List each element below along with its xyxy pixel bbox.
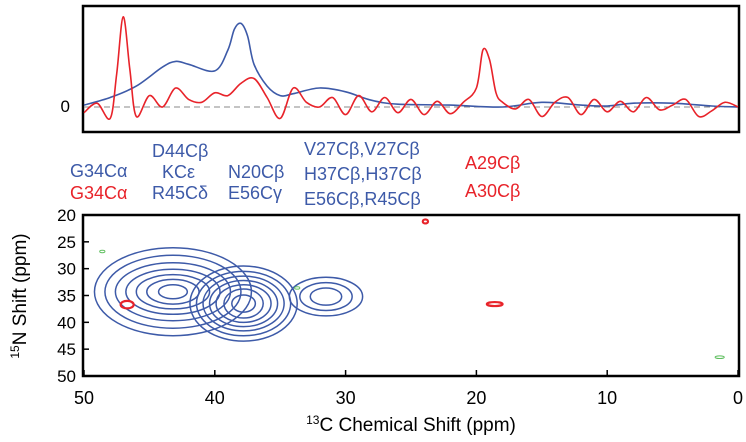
- annotation-a30: A30Cβ: [465, 181, 521, 201]
- annotation-g34-blue: G34Cα: [70, 161, 128, 181]
- blue-contour-level: [223, 288, 264, 319]
- x-tick-label: 30: [336, 388, 356, 408]
- contour-panel: 50 40 30 20 10 0 20 25 30 35 40 45 50 13C Chemical …: [8, 206, 743, 436]
- annotation-e56b: E56Cβ,R45Cβ: [304, 189, 421, 209]
- red-contour-peak: [421, 218, 430, 225]
- y-axis-label-text: N Shift (ppm): [10, 233, 31, 345]
- blue-contour-level: [135, 273, 211, 310]
- blue-contour-level: [157, 284, 189, 300]
- y-axis-ticks: 20 25 30 35 40 45 50: [57, 206, 89, 386]
- green-contour-peak: [714, 355, 725, 360]
- y-axis-label: 15N Shift (ppm): [8, 233, 31, 358]
- blue-contour-level: [208, 279, 279, 328]
- contour-panel-frame: [81, 213, 741, 378]
- annotation-d44: D44Cβ: [152, 141, 209, 161]
- y-tick-label: 40: [57, 313, 76, 332]
- contour-peaks: [93, 218, 725, 360]
- y-axis-label-sup: 15: [8, 345, 22, 359]
- blue-contour-level: [93, 246, 253, 337]
- slice-panel-frame: [81, 4, 741, 134]
- annotation-kce: KCε: [162, 162, 196, 182]
- blue-contour-level: [202, 275, 285, 332]
- x-axis-ticks: 50 40 30 20 10 0: [74, 370, 743, 408]
- blue-contour-level: [309, 287, 343, 306]
- blue-contour-level: [125, 268, 221, 316]
- y-tick-label: 20: [57, 206, 76, 225]
- y-tick-label: 45: [57, 340, 76, 359]
- blue-slice-line: [83, 22, 739, 108]
- x-tick-label: 0: [733, 388, 743, 408]
- x-axis-label: 13C Chemical Shift (ppm): [306, 413, 516, 436]
- y-tick-label: 30: [57, 260, 76, 279]
- green-contour-peak: [294, 286, 301, 290]
- annotation-h37: H37Cβ,H37Cβ: [304, 164, 422, 184]
- x-axis-label-sup: 13: [306, 413, 320, 427]
- x-axis-label-text: C Chemical Shift (ppm): [319, 415, 515, 436]
- blue-contour-level: [195, 270, 292, 337]
- blue-contour-level: [215, 284, 272, 324]
- green-contour-peak: [99, 249, 106, 254]
- y-tick-label: 25: [57, 233, 76, 252]
- blue-contour-level: [189, 265, 298, 342]
- blue-contour-level: [288, 276, 364, 317]
- x-tick-label: 40: [205, 388, 225, 408]
- annotation-g34-red: G34Cα: [70, 183, 128, 203]
- annotation-n20: N20Cβ: [228, 162, 285, 182]
- annotation-r45d: R45Cδ: [152, 183, 209, 203]
- blue-contour-level: [114, 262, 232, 322]
- annotation-v27: V27Cβ,V27Cβ: [304, 139, 420, 159]
- slice-panel: 0: [61, 4, 741, 134]
- blue-contour-level: [231, 294, 257, 313]
- annotation-e56g: E56Cγ: [228, 183, 283, 203]
- y-tick-label: 50: [57, 367, 76, 386]
- zero-label: 0: [61, 97, 70, 116]
- x-tick-label: 20: [466, 388, 486, 408]
- blue-contour-level: [146, 278, 200, 305]
- slice-series: [83, 15, 739, 120]
- x-tick-label: 10: [597, 388, 617, 408]
- x-tick-label: 50: [74, 388, 94, 408]
- y-tick-label: 35: [57, 287, 76, 306]
- red-contour-peak: [485, 300, 504, 308]
- red-contour-peak: [119, 299, 135, 310]
- blue-contour-level: [104, 254, 242, 329]
- blue-contour-level: [299, 281, 353, 312]
- red-slice-line: [83, 15, 739, 120]
- annotation-a29: A29Cβ: [465, 153, 521, 173]
